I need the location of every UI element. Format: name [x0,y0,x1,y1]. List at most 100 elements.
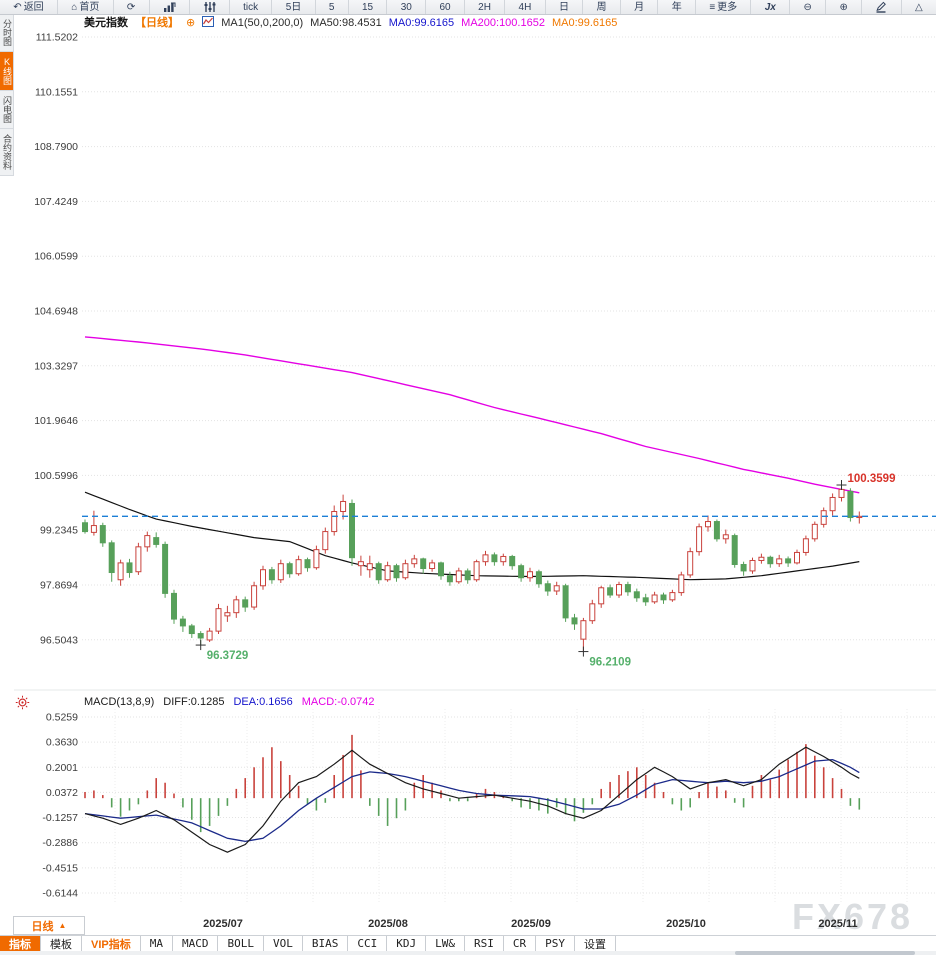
svg-text:-0.4515: -0.4515 [42,862,78,874]
candlestick-macd-canvas[interactable]: 100.3599 96.3729 96.2109 111.5202 110.1551 10… [14,14,936,916]
mini-chart-icon [202,16,215,31]
tab-cr[interactable]: CR [503,936,537,951]
macd-dea-value: DEA:0.1656 [233,696,293,708]
toolbar-period-5-button[interactable]: 5 [316,0,349,14]
pencil-icon [875,1,887,13]
svg-text:108.7900: 108.7900 [34,141,78,153]
toolbar-refresh-button[interactable]: ⟳ [114,0,150,14]
x-axis-label: 2025/11 [818,918,858,930]
toolbar-period-year-button[interactable]: 年 [658,0,697,14]
toolbar-more-label: 更多 [717,1,738,13]
svg-text:97.8694: 97.8694 [40,580,78,592]
svg-text:99.2345: 99.2345 [40,525,78,537]
toolbar-back-button[interactable]: ↶ 返回 [0,0,58,14]
chart-type-sidebar: 分时图 K线图 闪电图 合约资料 [0,14,14,176]
toolbar-period-day-button[interactable]: 日 [546,0,584,14]
toolbar-period-day-label: 日 [558,1,569,13]
toolbar-period-60-label: 60 [439,1,451,13]
tab-bias[interactable]: BIAS [302,936,349,951]
tab-lw[interactable]: LW& [426,936,465,951]
tab-template[interactable]: 模板 [41,936,82,951]
tab-ma[interactable]: MA [140,936,173,951]
toolbar-zoom-out-button[interactable]: ⊖ [790,0,827,14]
svg-text:0.2001: 0.2001 [46,762,78,774]
toolbar-period-15-button[interactable]: 15 [349,0,388,14]
tab-kdj[interactable]: KDJ [387,936,427,951]
sidebar-tab-lightning-chart[interactable]: 闪电图 [0,91,14,129]
sidebar-tab-kline-chart[interactable]: K线图 [0,52,14,91]
symbol-name: 美元指数 [84,17,128,29]
main-chart-legend: 美元指数 【日线】 ⊕ MA1(50,0,200,0) MA50:98.4531… [84,16,617,31]
x-axis-label: 2025/08 [368,918,408,930]
macd-legend: MACD(13,8,9) DIFF:0.1285 DEA:0.1656 MACD… [84,695,375,709]
zoom-in-icon: ⊕ [839,1,848,13]
bar-chart-icon [163,2,176,12]
toolbar-indicator-panel-button[interactable] [190,0,230,14]
tab-psy[interactable]: PSY [536,936,575,951]
home-icon: ⌂ [71,1,78,13]
toolbar-period-2h-label: 2H [478,1,491,13]
toolbar-home-button[interactable]: ⌂ 首页 [58,0,114,14]
tab-vol[interactable]: VOL [263,936,303,951]
chart-area[interactable]: FX678 100.3599 96.3729 96.2109 111.5202 110.… [14,14,936,937]
macd-hist-value: MACD:-0.0742 [301,696,375,708]
triangle-icon: △ [915,1,923,13]
macd-params: MACD(13,8,9) [84,696,155,708]
tab-indicator[interactable]: 指标 [0,936,41,951]
toolbar-period-tick-label: tick [243,1,259,13]
back-icon: ↶ [13,1,22,13]
zoom-out-icon: ⊖ [803,1,812,13]
sidebar-tab-time-chart[interactable]: 分时图 [0,14,14,52]
top-toolbar: ↶ 返回 ⌂ 首页 ⟳ tick 5日 5 15 30 60 2H 4H 日 周月年 ≡ 更多 Jx ⊖ ⊕ △ [0,0,936,15]
indicator-tabs: 指标 模板 VIP指标 MA MACD BOLL VOL BIAS CCI KDJ LW& RSI CR… [0,936,936,951]
toolbar-period-5d-button[interactable]: 5日 [272,0,316,14]
ma-params: MA1(50,0,200,0) [221,17,304,29]
toolbar-period-month-button[interactable]: 月 [621,0,659,14]
tab-settings[interactable]: 设置 [574,936,616,951]
svg-text:100.5996: 100.5996 [34,470,78,482]
toolbar-period-5-label: 5 [328,1,335,13]
toolbar-period-week-button[interactable]: 周 [583,0,621,14]
tab-rsi[interactable]: RSI [464,936,504,951]
svg-text:96.5043: 96.5043 [40,634,78,646]
toolbar-period-30-button[interactable]: 30 [387,0,427,14]
tab-boll[interactable]: BOLL [218,936,264,951]
svg-text:0.3630: 0.3630 [46,737,78,749]
period-selector[interactable]: 日线 ▲ [13,916,85,935]
svg-text:96.3729: 96.3729 [207,650,249,662]
toolbar-chart-columns-button[interactable] [150,0,191,14]
indicator-tab-bar: 指标 模板 VIP指标 MA MACD BOLL VOL BIAS CCI KDJ LW& RSI CR… [0,935,936,955]
period-selector-label: 日线 [31,920,54,933]
toolbar-period-tick-button[interactable]: tick [230,0,273,14]
tab-macd[interactable]: MACD [172,936,219,951]
x-axis-label: 2025/09 [511,918,551,930]
tab-cci[interactable]: CCI [348,936,388,951]
horizontal-scrollbar-thumb[interactable] [735,951,915,955]
sidebar-tab-contract-info[interactable]: 合约资料 [0,129,14,176]
svg-text:110.1551: 110.1551 [35,86,78,98]
toolbar-draw-button[interactable] [862,0,902,14]
tab-vip-indicator[interactable]: VIP指标 [82,936,141,951]
refresh-icon: ⟳ [126,1,136,13]
svg-text:111.5202: 111.5202 [36,32,78,44]
caret-up-icon: ▲ [58,921,67,930]
toolbar-fx-button[interactable]: Jx [751,0,791,14]
svg-text:96.2109: 96.2109 [589,657,631,669]
macd-diff-value: DIFF:0.1285 [163,696,225,708]
toolbar-more-button[interactable]: ≡ 更多 [696,0,752,14]
toolbar-period-2h-button[interactable]: 2H [465,0,506,14]
ma200-value: MA200:100.1652 [461,17,545,29]
toolbar-period-4h-button[interactable]: 4H [505,0,546,14]
svg-text:101.9646: 101.9646 [34,415,78,427]
add-indicator-icon[interactable]: ⊕ [186,17,196,29]
horizontal-scrollbar-track[interactable] [0,951,936,955]
x-axis-row: 日线 ▲ 2025/07 2025/08 2025/09 2025/10 2025/11 [0,916,936,935]
x-axis-label: 2025/07 [203,918,243,930]
toolbar-zoom-in-button[interactable]: ⊕ [826,0,863,14]
ma0-value-blue: MA0:99.6165 [388,17,455,29]
toolbar-shapes-button[interactable]: △ [902,0,936,14]
indicator-settings-icon[interactable] [15,695,30,715]
toolbar-period-60-button[interactable]: 60 [426,0,465,14]
ma0-value-orange: MA0:99.6165 [551,17,618,29]
